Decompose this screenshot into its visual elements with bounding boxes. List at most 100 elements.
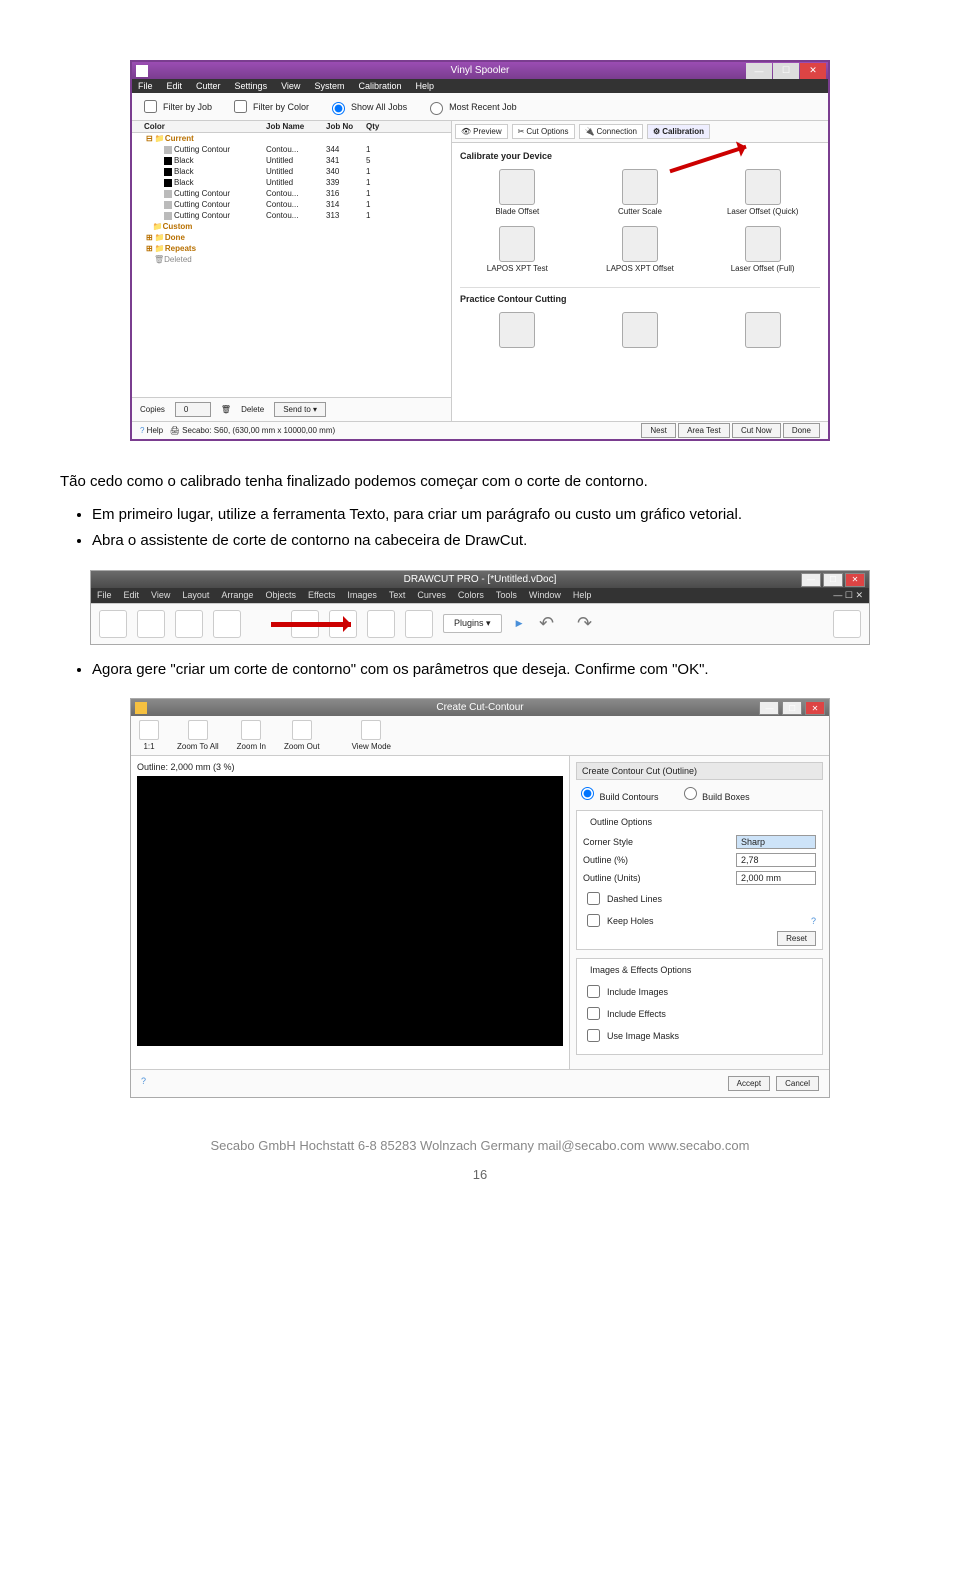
folder-custom[interactable]: 📁 Custom xyxy=(132,221,451,232)
practice-item[interactable] xyxy=(583,310,698,350)
menu-images[interactable]: Images xyxy=(347,590,377,601)
folder-done[interactable]: ⊞ 📁 Done xyxy=(132,232,451,243)
puzzle-icon[interactable] xyxy=(405,610,433,638)
zoom-to-all[interactable]: Zoom To All xyxy=(177,720,219,751)
menu-calibration[interactable]: Calibration xyxy=(358,81,401,91)
calibration-item[interactable]: LAPOS XPT Test xyxy=(460,224,575,273)
area-test-button[interactable]: Area Test xyxy=(678,423,730,438)
include-effects-check[interactable]: Include Effects xyxy=(583,1004,816,1023)
tab-preview[interactable]: 👁 Preview xyxy=(455,124,508,139)
open-icon[interactable] xyxy=(137,610,165,638)
new-icon[interactable] xyxy=(99,610,127,638)
menu-settings[interactable]: Settings xyxy=(235,81,268,91)
help-label[interactable]: Help xyxy=(147,426,163,435)
close-button[interactable]: ✕ xyxy=(805,701,825,715)
keep-holes-check[interactable]: Keep Holes? xyxy=(583,911,816,930)
maximize-button[interactable]: ☐ xyxy=(782,701,802,715)
outline-pct-input[interactable]: 2,78 xyxy=(736,853,816,867)
view-mode[interactable]: View Mode xyxy=(352,720,391,751)
calibration-item[interactable]: LAPOS XPT Offset xyxy=(583,224,698,273)
table-row[interactable]: Cutting ContourContou...3161 xyxy=(132,188,451,199)
rocket-icon[interactable] xyxy=(833,610,861,638)
menu-curves[interactable]: Curves xyxy=(417,590,446,601)
menu-effects[interactable]: Effects xyxy=(308,590,335,601)
calibration-item[interactable]: Laser Offset (Full) xyxy=(705,224,820,273)
tab-calibration[interactable]: ⚙ Calibration xyxy=(647,124,710,139)
nest-button[interactable]: Nest xyxy=(641,423,675,438)
table-row[interactable]: Cutting ContourContou...3141 xyxy=(132,199,451,210)
menu-help[interactable]: Help xyxy=(415,81,434,91)
menu-cutter[interactable]: Cutter xyxy=(196,81,221,91)
cut-now-button[interactable]: Cut Now xyxy=(732,423,781,438)
menu-window[interactable]: Window xyxy=(529,590,561,601)
menu-help[interactable]: Help xyxy=(573,590,592,601)
use-masks-check[interactable]: Use Image Masks xyxy=(583,1026,816,1045)
chevron-right-icon[interactable]: ▶ xyxy=(516,618,523,629)
menu-view[interactable]: View xyxy=(151,590,170,601)
practice-item[interactable] xyxy=(460,310,575,350)
minimize-button[interactable]: — xyxy=(746,63,772,79)
folder-repeats[interactable]: ⊞ 📁 Repeats xyxy=(132,243,451,254)
menu-file[interactable]: File xyxy=(138,81,153,91)
maximize-button[interactable]: ☐ xyxy=(773,63,799,79)
menu-tools[interactable]: Tools xyxy=(496,590,517,601)
table-row[interactable]: BlackUntitled3415 xyxy=(132,155,451,166)
minimize-button[interactable]: — xyxy=(801,573,821,587)
copies-input[interactable]: 0 xyxy=(175,402,211,417)
delete-icon[interactable]: 🗑 xyxy=(221,405,231,414)
filter-by-color[interactable]: Filter by Color xyxy=(230,97,309,116)
calibration-item[interactable]: Laser Offset (Quick) xyxy=(705,167,820,216)
corner-style-select[interactable]: Sharp xyxy=(736,835,816,849)
tab-cut-options[interactable]: ✂ Cut Options xyxy=(512,124,575,139)
reset-button[interactable]: Reset xyxy=(777,931,816,946)
minimize-button[interactable]: — xyxy=(759,701,779,715)
close-button[interactable]: ✕ xyxy=(845,573,865,587)
folder-current[interactable]: ⊟ 📁 Current xyxy=(132,133,451,144)
menu-text[interactable]: Text xyxy=(389,590,406,601)
print-icon[interactable] xyxy=(367,610,395,638)
tab-connection[interactable]: 🔌 Connection xyxy=(579,124,643,139)
col-color[interactable]: Color xyxy=(136,122,266,131)
calibration-item[interactable]: Blade Offset xyxy=(460,167,575,216)
folder-deleted[interactable]: 🗑 Deleted xyxy=(132,254,451,265)
menu-layout[interactable]: Layout xyxy=(182,590,209,601)
zoom-out[interactable]: Zoom Out xyxy=(284,720,320,751)
zoom-1to1[interactable]: 1:1 xyxy=(139,720,159,751)
dashed-lines-check[interactable]: Dashed Lines xyxy=(583,889,816,908)
help-icon[interactable]: ? xyxy=(141,1076,146,1091)
recent-icon[interactable] xyxy=(175,610,203,638)
plugins-dropdown[interactable]: Plugins ▾ xyxy=(443,614,502,633)
most-recent-job[interactable]: Most Recent Job xyxy=(425,99,517,115)
redo-icon[interactable]: ↷ xyxy=(570,610,598,638)
filter-by-job[interactable]: Filter by Job xyxy=(140,97,212,116)
cancel-button[interactable]: Cancel xyxy=(776,1076,819,1091)
col-jobname[interactable]: Job Name xyxy=(266,122,326,131)
help-icon[interactable]: ? xyxy=(811,916,816,926)
table-row[interactable]: BlackUntitled3401 xyxy=(132,166,451,177)
table-row[interactable]: BlackUntitled3391 xyxy=(132,177,451,188)
zoom-in[interactable]: Zoom In xyxy=(237,720,266,751)
menu-objects[interactable]: Objects xyxy=(265,590,296,601)
undo-icon[interactable]: ↶ xyxy=(532,610,560,638)
help-icon[interactable]: ? xyxy=(140,426,147,435)
practice-item[interactable] xyxy=(705,310,820,350)
close-button[interactable]: ✕ xyxy=(800,63,826,79)
menu-edit[interactable]: Edit xyxy=(167,81,183,91)
done-button[interactable]: Done xyxy=(783,423,820,438)
menu-edit[interactable]: Edit xyxy=(124,590,140,601)
maximize-button[interactable]: ☐ xyxy=(823,573,843,587)
menu-file[interactable]: File xyxy=(97,590,112,601)
menu-system[interactable]: System xyxy=(314,81,344,91)
save-icon[interactable] xyxy=(213,610,241,638)
table-row[interactable]: Cutting ContourContou...3131 xyxy=(132,210,451,221)
outline-units-input[interactable]: 2,000 mm xyxy=(736,871,816,885)
menu-arrange[interactable]: Arrange xyxy=(221,590,253,601)
build-boxes-radio[interactable]: Build Boxes xyxy=(679,784,750,802)
show-all-jobs[interactable]: Show All Jobs xyxy=(327,99,407,115)
build-contours-radio[interactable]: Build Contours xyxy=(576,784,659,802)
preview-canvas[interactable] xyxy=(137,776,563,1046)
include-images-check[interactable]: Include Images xyxy=(583,982,816,1001)
send-to-button[interactable]: Send to ▾ xyxy=(274,402,326,417)
delete-label[interactable]: Delete xyxy=(241,405,264,414)
col-jobno[interactable]: Job No xyxy=(326,122,366,131)
